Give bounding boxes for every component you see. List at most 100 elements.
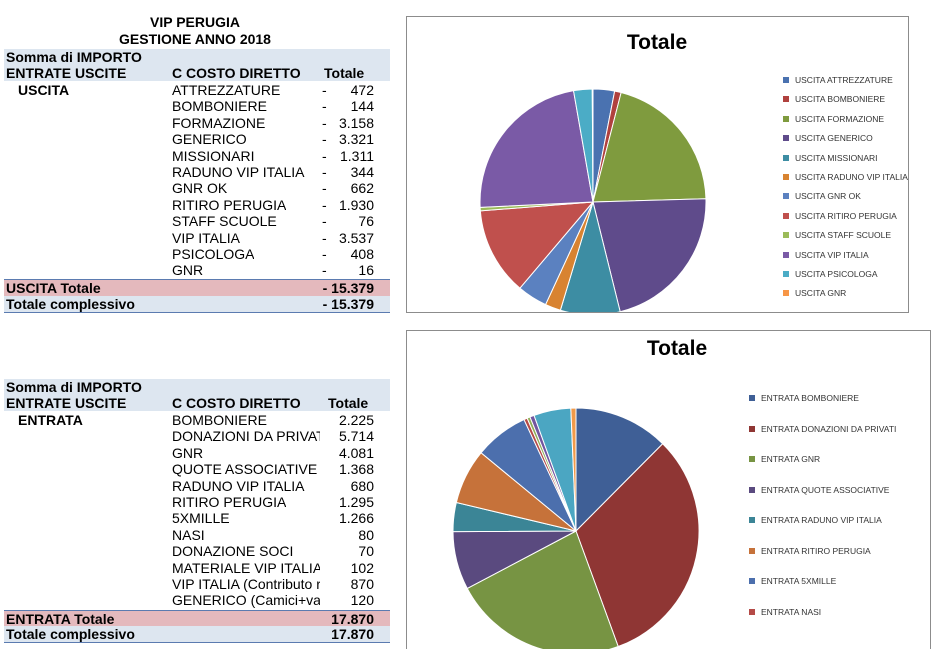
legend-label: USCITA ATTREZZATURE [795,75,893,85]
amount-value: 344 [350,164,374,180]
pie-slice[interactable] [479,201,595,289]
cost-center-name: MISSIONARI [172,147,255,164]
value-sign: - [322,98,327,115]
pie-slice[interactable] [591,88,594,203]
table-row: 5XMILLE 1.266 [4,510,390,526]
amount-value: 2.225 [338,412,374,428]
legend-label: USCITA GNR OK [795,191,861,202]
table-row: RITIRO PERUGIA 1.295 [4,494,390,510]
legend-label: USCITA GENERICO [795,133,873,144]
legend-swatch [783,135,789,142]
report-title: VIP PERUGIA [150,14,240,30]
pie-slice[interactable] [575,407,664,533]
table-row: RITIRO PERUGIA -1.930 [4,197,390,213]
pie-slice[interactable] [575,443,700,648]
cost-center-name: STAFF SCUOLE [172,213,277,230]
legend-swatch [749,547,755,554]
grand-total-label: Totale complessivo [6,626,135,642]
group-label[interactable]: ENTRATA [18,412,83,428]
value-sign: - [322,262,327,279]
legend-swatch [783,251,789,258]
value-sign: - [322,114,327,131]
group-label[interactable]: USCITA [18,82,70,98]
header-cost-center-label[interactable]: C COSTO DIRETTO [172,65,301,81]
legend-label: USCITA STAFF SCUOLE [795,230,892,241]
legend-swatch [749,578,755,584]
legend-label: ENTRATA RITIRO PERUGIA [761,545,871,556]
legend-label: USCITA PSICOLOGA [795,269,878,279]
entrata-grand-total-row: Totale complessivo 17.870 [4,626,390,643]
value-sign: - [322,147,327,164]
table-row: RADUNO VIP ITALIA 680 [4,478,390,494]
legend-swatch [749,456,755,462]
pie-slice[interactable] [592,198,707,312]
amount-value: 870 [350,576,374,592]
legend-label: USCITA FORMAZIONE [795,113,885,124]
table-row: GNR - 16 [4,262,390,278]
legend-swatch [783,154,789,161]
pie-slice[interactable] [570,407,577,532]
header-cost-center-label[interactable]: C COSTO DIRETTO [172,395,301,411]
pie-slice[interactable] [592,91,707,203]
pivot-header-sum: Somma di IMPORTO [4,379,390,395]
chart-uscite[interactable]: Totale USCITA ATTREZZATURE USCITA BOMBONI… [406,16,909,313]
cost-center-name: 5XMILLE [172,510,230,527]
amount-value: 5.714 [338,428,374,445]
table-row: RADUNO VIP ITALIA - 344 [4,164,390,180]
amount-value: 1.266 [338,510,374,527]
amount-value: 408 [350,246,374,262]
table-row: GNR OK - 662 [4,180,390,196]
grand-total-value: 17.870 [331,626,374,642]
table-row: DONAZIONE SOCI 70 [4,543,390,559]
legend-label: USCITA RADUNO VIP ITALIA [795,172,908,182]
table-row: DONAZIONI DA PRIVATI 5.714 [4,428,390,444]
cost-center-name: RITIRO PERUGIA [172,196,287,213]
cost-center-name: GNR OK [172,180,228,197]
value-sign: - [322,164,327,180]
table-row: USCITA ATTREZZATURE - 472 [4,82,390,98]
legend-swatch [783,115,789,122]
amount-value: 4.081 [338,444,374,461]
header-category-label[interactable]: ENTRATE USCITE [6,395,127,411]
cost-center-name: PSICOLOGA [172,246,255,262]
cost-center-name: RITIRO PERUGIA [172,494,287,510]
amount-value: 3.158 [338,114,374,131]
cost-center-name: BOMBONIERE [172,412,267,428]
pivot-header-columns: ENTRATE USCITE C COSTO DIRETTO Totale [4,395,390,411]
amount-value: 3.321 [338,131,374,148]
amount-value: 1.368 [338,461,374,478]
value-sign: - [322,229,327,246]
table-row: NASI 80 [4,527,390,543]
table-row: VIP ITALIA -3.537 [4,230,390,246]
legend-swatch [783,271,789,277]
amount-value: 680 [350,477,374,494]
legend-swatch [749,425,755,432]
value-sign: - [322,131,327,148]
table-row: GENERICO -3.321 [4,131,390,147]
value-sign: - [322,82,327,98]
legend-swatch [783,232,789,239]
grand-total-label: Totale complessivo [6,296,135,312]
legend-label: ENTRATA NASI [761,606,822,617]
header-sum-label: Somma di IMPORTO [6,49,142,65]
chart-title: Totale [646,337,708,360]
table-row: VIP ITALIA (Contributo ri 870 [4,576,390,592]
legend-label: USCITA RITIRO PERUGIA [795,210,897,221]
chart-entrate[interactable]: Totale ENTRATA BOMBONIERE ENTRATA DONAZIO… [406,330,931,649]
amount-value: 662 [350,180,374,197]
legend-label: ENTRATA BOMBONIERE [761,393,859,403]
amount-value: 1.930 [338,196,374,213]
legend-label: ENTRATA QUOTE ASSOCIATIVE [761,484,890,495]
legend-swatch [749,517,755,523]
cost-center-name: VIP ITALIA (Contributo ri [172,576,320,592]
uscita-total-value: - 15.379 [322,280,374,296]
amount-value: 16 [358,262,374,279]
legend-swatch [783,193,789,200]
pie-slice[interactable] [466,530,619,649]
amount-value: 102 [350,559,374,576]
pie-slice[interactable] [479,90,594,208]
table-row: ENTRATA BOMBONIERE 2.225 [4,412,390,428]
header-category-label[interactable]: ENTRATE USCITE [6,65,127,81]
cost-center-name: MATERIALE VIP ITALIA [172,559,320,576]
table-row: STAFF SCUOLE - 76 [4,213,390,229]
